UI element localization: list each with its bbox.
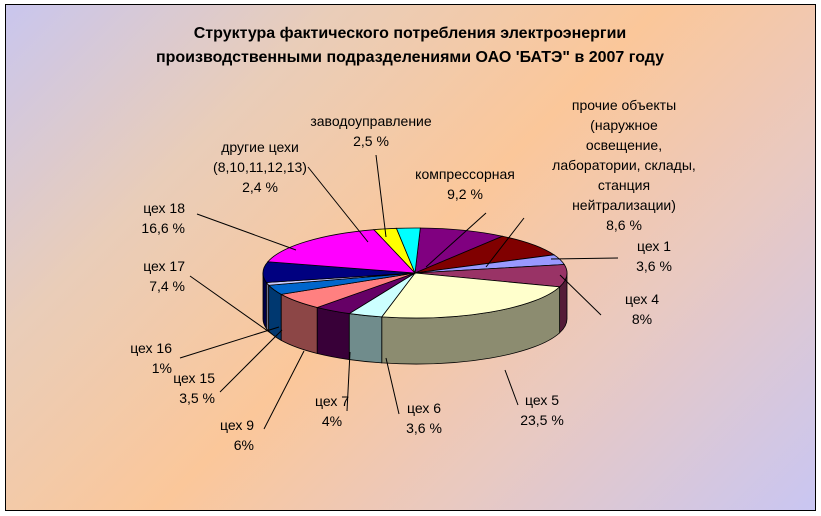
slice-label-2: прочие объекты (наружное освещение, лаборат… (552, 97, 696, 233)
slice-label-7-line-1: цех 7 (315, 393, 349, 409)
slice-label-13-line-2: (8,10,11,12,13) (213, 159, 307, 175)
slice-label-11-line-2: 7,4 % (149, 278, 185, 294)
leader-line-11 (189, 275, 273, 335)
pie-slice-2 (414, 235, 556, 274)
slice-label-10: цех 16 1% (130, 340, 172, 376)
slice-label-2-line-1: прочие объекты (572, 97, 676, 113)
slice-label-12-line-1: цех 18 (143, 200, 185, 216)
pie-slice-side-7 (316, 306, 350, 361)
slice-label-14-line-1: заводоуправление (310, 113, 432, 129)
slice-label-5: цех 5 23,5 % (520, 392, 564, 428)
slice-label-13: другие цехи (8,10,11,12,13) 2,4 % (213, 139, 307, 195)
pie-slice-14 (395, 227, 421, 275)
chart-title-line-2: производственными подразделениями ОАО 'Б… (156, 49, 664, 66)
leader-line-6 (385, 357, 400, 415)
slice-label-9-line-2: 3,5 % (179, 390, 215, 406)
pie-slice-1 (414, 227, 504, 274)
leader-line-12 (196, 213, 297, 251)
slice-label-2-line-6: нейтрализации) (572, 197, 676, 213)
slice-label-14-line-2: 2,5 % (353, 133, 389, 149)
slice-label-14: заводоуправление 2,5 % (310, 113, 432, 149)
leader-line-4 (559, 274, 602, 316)
leader-line-13 (307, 166, 369, 243)
slice-label-2-line-5: станция (598, 177, 650, 193)
slice-label-1: компрессорная 9,2 % (415, 166, 515, 202)
slice-label-7: цех 7 4% (315, 393, 349, 429)
leader-line-2 (485, 217, 525, 268)
slice-label-3-line-1: цех 1 (637, 238, 671, 254)
leader-line-3 (550, 257, 619, 260)
slice-label-2-line-3: освещение, (586, 137, 662, 153)
leader-line-10 (179, 326, 280, 359)
slice-label-4-line-1: цех 4 (625, 291, 659, 307)
slice-label-6: цех 6 3,6 % (406, 400, 442, 436)
slice-label-3-line-2: 3,6 % (636, 258, 672, 274)
slice-label-11-line-1: цех 17 (143, 258, 185, 274)
chart-title-line-1: Структура фактического потребления элект… (194, 25, 627, 42)
slice-label-5-line-1: цех 5 (525, 392, 559, 408)
slice-label-8-line-2: 6% (234, 437, 254, 453)
slice-label-10-line-2: 1% (152, 360, 172, 376)
slice-label-2-line-2: (наружное (590, 117, 658, 133)
slice-label-1-line-1: компрессорная (415, 166, 515, 182)
leader-line-9 (219, 329, 283, 393)
pie-slice-side-6 (348, 313, 383, 364)
slice-label-2-line-4: лаборатории, склады, (552, 157, 696, 173)
leader-line-14 (375, 154, 387, 238)
pie-slice-12 (267, 229, 417, 274)
slice-label-1-line-2: 9,2 % (447, 186, 483, 202)
slice-label-11: цех 17 7,4 % (143, 258, 185, 294)
leader-line-1 (425, 212, 487, 268)
slice-label-9: цех 15 3,5 % (173, 370, 215, 406)
slice-label-12-line-2: 16,6 % (141, 220, 185, 236)
slice-label-9-line-1: цех 15 (173, 370, 215, 386)
slice-label-2-line-7: 8,6 % (606, 217, 642, 233)
slice-label-8: цех 9 6% (220, 417, 254, 453)
slice-label-10-line-1: цех 16 (130, 340, 172, 356)
pie-chart: Структура фактического потребления элект… (130, 25, 696, 453)
pie-slice-5 (380, 272, 561, 319)
leader-line-7 (346, 351, 351, 412)
slice-label-4-line-2: 8% (632, 311, 652, 327)
slice-label-12: цех 18 16,6 % (141, 200, 185, 236)
slice-label-8-line-1: цех 9 (220, 417, 254, 433)
chart-area: Структура фактического потребления элект… (5, 4, 816, 511)
slice-label-7-line-2: 4% (322, 413, 342, 429)
slice-label-13-line-1: другие цехи (221, 139, 299, 155)
leader-line-5 (504, 369, 519, 406)
slice-label-6-line-1: цех 6 (407, 400, 441, 416)
slice-label-6-line-2: 3,6 % (406, 420, 442, 436)
slice-label-3: цех 1 3,6 % (636, 238, 672, 274)
slice-label-13-line-3: 2,4 % (242, 179, 278, 195)
slice-label-4: цех 4 8% (625, 291, 659, 327)
leader-line-8 (263, 350, 305, 430)
slice-label-5-line-2: 23,5 % (520, 412, 564, 428)
